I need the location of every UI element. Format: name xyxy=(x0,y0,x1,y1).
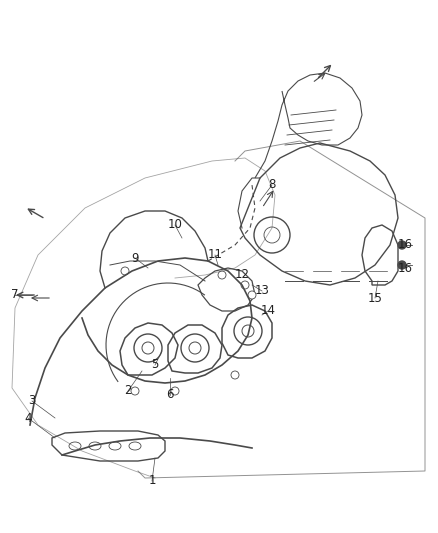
Text: 13: 13 xyxy=(254,285,269,297)
Circle shape xyxy=(248,291,256,299)
Text: 1: 1 xyxy=(148,474,156,488)
Text: 16: 16 xyxy=(398,238,413,252)
Text: 7: 7 xyxy=(11,288,19,302)
Text: 14: 14 xyxy=(261,304,276,318)
Text: 10: 10 xyxy=(168,219,183,231)
Text: 4: 4 xyxy=(24,411,32,424)
Text: 6: 6 xyxy=(166,389,174,401)
Text: 11: 11 xyxy=(208,248,223,262)
Circle shape xyxy=(231,371,239,379)
Circle shape xyxy=(131,387,139,395)
Circle shape xyxy=(171,387,179,395)
Text: 2: 2 xyxy=(124,384,132,398)
Text: 12: 12 xyxy=(234,269,250,281)
Text: 5: 5 xyxy=(151,359,159,372)
Circle shape xyxy=(398,261,406,269)
Circle shape xyxy=(241,281,249,289)
Text: 16: 16 xyxy=(398,262,413,274)
Circle shape xyxy=(218,271,226,279)
Circle shape xyxy=(121,267,129,275)
Circle shape xyxy=(398,241,406,249)
Text: 3: 3 xyxy=(28,394,35,408)
Text: 15: 15 xyxy=(367,292,382,304)
Text: 8: 8 xyxy=(268,179,276,191)
Text: 9: 9 xyxy=(131,252,139,264)
